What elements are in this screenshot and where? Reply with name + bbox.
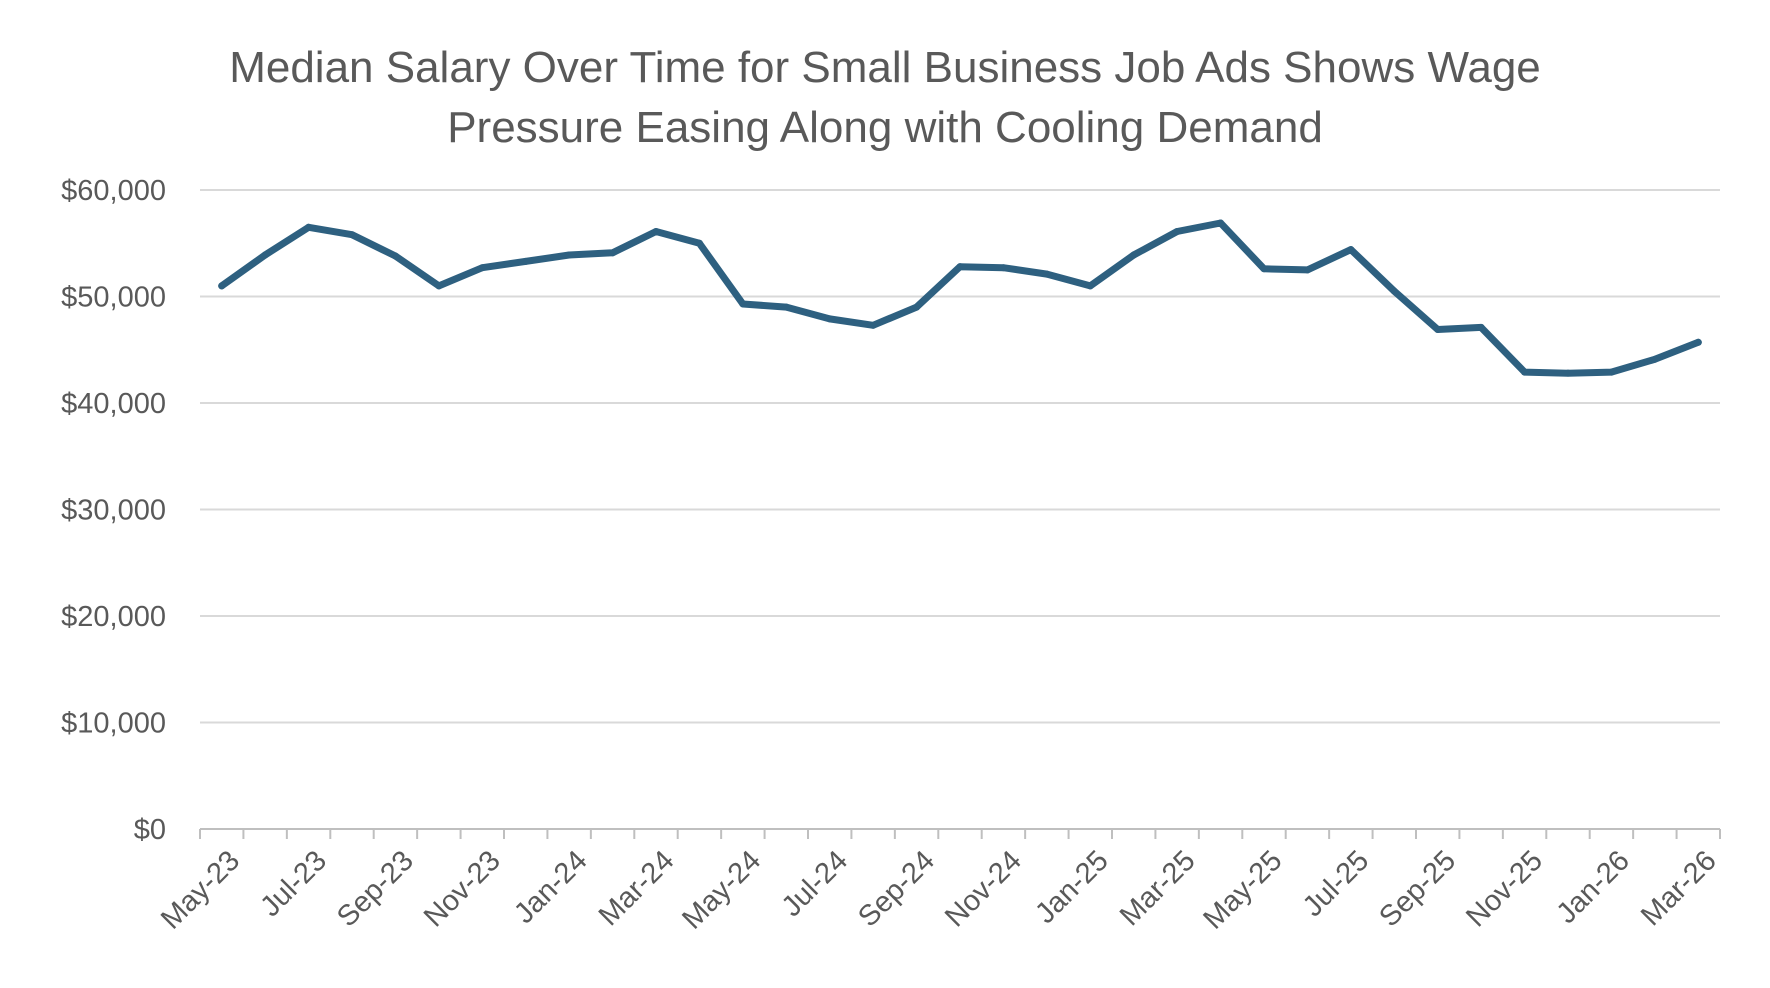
data-point bbox=[1477, 323, 1485, 331]
x-tick-label: Mar-26 bbox=[1635, 845, 1723, 933]
data-point bbox=[1434, 326, 1442, 334]
data-point bbox=[652, 228, 660, 236]
x-tick-label: May-24 bbox=[676, 845, 767, 936]
data-point bbox=[1173, 228, 1181, 236]
x-tick-label: Sep-23 bbox=[331, 845, 420, 934]
x-tick-label: Nov-25 bbox=[1460, 845, 1549, 934]
chart-title: Median Salary Over Time for Small Busine… bbox=[0, 38, 1770, 158]
data-point bbox=[1347, 246, 1355, 254]
data-point bbox=[305, 223, 313, 231]
data-point bbox=[391, 252, 399, 260]
x-tick-label: Jul-23 bbox=[255, 845, 333, 923]
x-tick-label: May-25 bbox=[1197, 845, 1288, 936]
x-tick-label: Mar-24 bbox=[593, 845, 681, 933]
data-point bbox=[956, 263, 964, 271]
data-point bbox=[1260, 265, 1268, 273]
x-tick-label: Jan-26 bbox=[1551, 845, 1636, 930]
y-tick-label: $20,000 bbox=[61, 601, 166, 633]
x-tick-label: Sep-25 bbox=[1373, 845, 1462, 934]
x-tick-label: Jan-25 bbox=[1029, 845, 1114, 930]
x-tick-label: Mar-25 bbox=[1114, 845, 1202, 933]
x-tick-label: May-23 bbox=[155, 845, 246, 936]
y-tick-label: $30,000 bbox=[61, 495, 166, 527]
data-point bbox=[1694, 338, 1702, 346]
data-point bbox=[1217, 219, 1225, 227]
chart-title-line-1: Median Salary Over Time for Small Busine… bbox=[229, 43, 1541, 92]
y-tick-label: $50,000 bbox=[61, 282, 166, 314]
data-point bbox=[1521, 368, 1529, 376]
data-point bbox=[999, 264, 1007, 272]
data-point bbox=[1086, 282, 1094, 290]
data-point bbox=[522, 257, 530, 265]
data-point bbox=[218, 282, 226, 290]
data-point bbox=[348, 231, 356, 239]
data-point bbox=[609, 249, 617, 257]
data-point bbox=[1303, 266, 1311, 274]
y-tick-label: $40,000 bbox=[61, 388, 166, 420]
data-point bbox=[826, 315, 834, 323]
series-line bbox=[218, 219, 1702, 377]
x-tick-label: Nov-24 bbox=[939, 845, 1028, 934]
data-point bbox=[1130, 251, 1138, 259]
data-point bbox=[1043, 270, 1051, 278]
data-point bbox=[1651, 355, 1659, 363]
data-point bbox=[1390, 287, 1398, 295]
x-tick-label: Sep-24 bbox=[852, 845, 941, 934]
data-point bbox=[478, 264, 486, 272]
chart-title-line-2: Pressure Easing Along with Cooling Deman… bbox=[447, 103, 1323, 152]
data-point bbox=[739, 300, 747, 308]
data-point bbox=[695, 239, 703, 247]
y-tick-label: $10,000 bbox=[61, 708, 166, 740]
x-tick-label: Nov-23 bbox=[418, 845, 507, 934]
data-point bbox=[435, 282, 443, 290]
data-point bbox=[261, 251, 269, 259]
x-tick-label: Jul-24 bbox=[776, 845, 854, 923]
data-point bbox=[913, 303, 921, 311]
data-point bbox=[869, 321, 877, 329]
data-point bbox=[1607, 368, 1615, 376]
data-point bbox=[565, 251, 573, 259]
x-tick-label: Jan-24 bbox=[508, 845, 593, 930]
data-point bbox=[1564, 369, 1572, 377]
x-tick-label: Jul-25 bbox=[1297, 845, 1375, 923]
y-tick-label: $60,000 bbox=[61, 175, 166, 207]
data-point bbox=[782, 303, 790, 311]
y-tick-label: $0 bbox=[134, 814, 166, 846]
